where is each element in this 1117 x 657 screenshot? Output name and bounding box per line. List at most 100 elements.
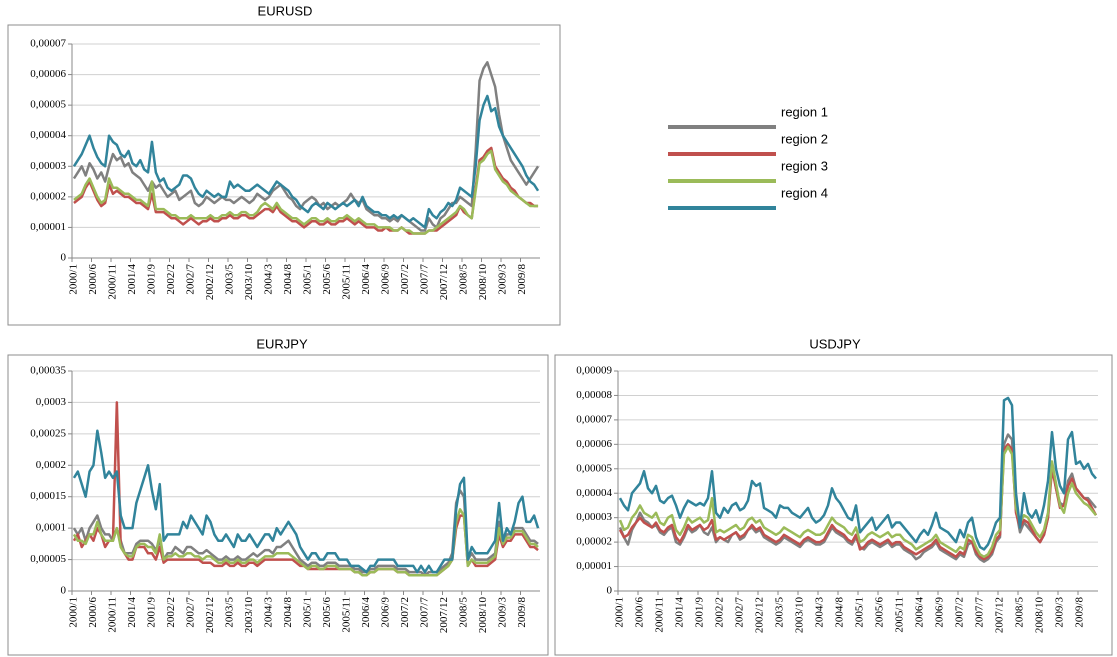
series-line (73, 146, 539, 235)
x-tick-label: 2004/3 (262, 597, 274, 628)
x-tick-label: 2002/12 (204, 597, 216, 633)
y-tick-label: 0 (61, 585, 67, 597)
x-tick-label: 2006/4 (360, 597, 372, 628)
x-tick-label: 2004/8 (834, 597, 846, 628)
x-tick-label: 2008/10 (1034, 597, 1046, 634)
y-tick-label: 0,00035 (30, 365, 66, 377)
x-tick-label: 2007/12 (438, 264, 450, 300)
x-tick-label: 2009/3 (1054, 597, 1066, 628)
x-tick-label: 2002/2 (714, 597, 726, 628)
x-tick-label: 2004/3 (262, 264, 274, 295)
x-tick-label: 2009/8 (1074, 597, 1086, 628)
x-tick-label: 2007/7 (418, 597, 430, 628)
y-tick-label: 0,0001 (36, 522, 66, 534)
legend-label: region 2 (781, 131, 828, 146)
y-tick-label: 0,00001 (30, 221, 66, 233)
series-line (72, 94, 540, 229)
x-tick-label: 2000/6 (87, 264, 99, 295)
x-tick-label: 2000/1 (67, 597, 79, 628)
x-tick-label: 2003/10 (243, 597, 255, 634)
y-tick-label: 0,00003 (30, 160, 66, 172)
y-tick-label: 0,00025 (30, 427, 66, 439)
x-tick-label: 2008/10 (477, 264, 489, 301)
x-tick-label: 2003/10 (243, 264, 255, 301)
x-tick-label: 2002/2 (165, 597, 177, 628)
x-tick-label: 2009/8 (516, 597, 528, 628)
x-tick-label: 2005/11 (340, 264, 352, 300)
series-line (72, 429, 540, 574)
x-tick-label: 2009/3 (496, 597, 508, 628)
x-tick-label: 2003/5 (223, 264, 235, 295)
x-tick-label: 2000/1 (614, 597, 626, 628)
x-tick-label: 2006/4 (360, 264, 372, 295)
y-tick-label: 0,00015 (30, 490, 66, 502)
x-tick-label: 2001/9 (145, 264, 157, 295)
x-tick-label: 2001/4 (674, 597, 686, 628)
x-tick-label: 2005/11 (340, 597, 352, 633)
y-tick-label: 0,0002 (36, 459, 66, 471)
y-tick-label: 0,00008 (576, 389, 612, 401)
chart-frame (554, 354, 1113, 656)
x-tick-label: 2005/11 (894, 597, 906, 633)
series-line (72, 508, 539, 577)
x-tick-label: 2007/2 (399, 264, 411, 295)
y-tick-label: 0,00005 (30, 99, 66, 111)
x-tick-label: 2005/6 (874, 597, 886, 628)
series-line (72, 489, 539, 577)
series-line (618, 445, 1097, 559)
x-tick-label: 2006/9 (379, 597, 391, 628)
x-tick-label: 2000/1 (67, 264, 79, 295)
x-tick-label: 2004/8 (282, 264, 294, 295)
x-tick-label: 2001/4 (126, 597, 138, 628)
x-tick-label: 2002/12 (754, 597, 766, 633)
x-tick-label: 2005/6 (321, 264, 333, 295)
x-tick-label: 2003/10 (794, 597, 806, 634)
y-tick-label: 0,0003 (36, 396, 67, 408)
y-tick-label: 0 (61, 252, 67, 264)
x-tick-label: 2005/6 (321, 597, 333, 628)
series-line (618, 396, 1097, 551)
x-tick-label: 2007/7 (974, 597, 986, 628)
chart-frame (7, 24, 561, 326)
y-tick-label: 0 (607, 585, 613, 597)
x-tick-label: 2002/12 (204, 264, 216, 300)
x-tick-label: 2008/5 (1014, 597, 1026, 628)
x-tick-label: 2007/2 (399, 597, 411, 628)
y-tick-label: 0,00009 (576, 365, 612, 377)
chart-title: EURUSD (258, 3, 313, 18)
x-tick-label: 2007/7 (418, 264, 430, 295)
x-tick-label: 2005/1 (301, 597, 313, 628)
legend-label: region 3 (781, 158, 828, 173)
legend-label: region 4 (781, 185, 828, 200)
legend-label: region 1 (781, 104, 828, 119)
x-tick-label: 2006/9 (379, 264, 391, 295)
y-tick-label: 0,00004 (576, 487, 612, 499)
x-tick-label: 2002/7 (184, 264, 196, 295)
x-tick-label: 2002/2 (165, 264, 177, 295)
x-tick-label: 2000/6 (87, 597, 99, 628)
x-tick-label: 2001/4 (126, 264, 138, 295)
y-tick-label: 0,00005 (30, 553, 66, 565)
chart-title: EURJPY (256, 336, 308, 351)
y-tick-label: 0,00002 (30, 190, 66, 202)
series-line (618, 443, 1098, 561)
y-tick-label: 0,00006 (30, 68, 66, 80)
x-tick-label: 2000/6 (634, 597, 646, 628)
y-tick-label: 0,00006 (576, 438, 612, 450)
x-tick-label: 2001/9 (145, 597, 157, 628)
x-tick-label: 2006/9 (934, 597, 946, 628)
x-tick-label: 2007/2 (954, 597, 966, 628)
x-tick-label: 2008/5 (457, 597, 469, 628)
x-tick-label: 2009/3 (496, 264, 508, 295)
x-tick-label: 2002/7 (184, 597, 196, 628)
x-tick-label: 2005/1 (854, 597, 866, 628)
x-tick-label: 2003/5 (774, 597, 786, 628)
y-tick-label: 0,00004 (30, 129, 66, 141)
x-tick-label: 2007/12 (438, 597, 450, 633)
y-tick-label: 0,00005 (576, 462, 612, 474)
y-tick-label: 0,00003 (576, 511, 612, 523)
x-tick-label: 2008/5 (457, 264, 469, 295)
x-tick-label: 2004/8 (282, 597, 294, 628)
x-tick-label: 2009/8 (516, 264, 528, 295)
